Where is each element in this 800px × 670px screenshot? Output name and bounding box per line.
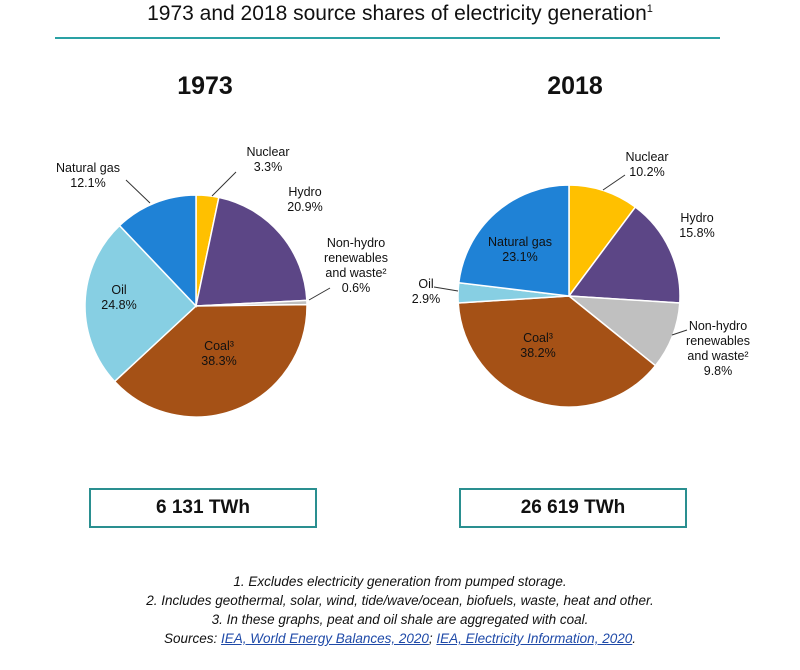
slice-name-non-hydro-renewables-and-waste-2018: renewables	[686, 334, 750, 348]
sources-line: Sources: IEA, World Energy Balances, 202…	[0, 629, 800, 648]
slice-name-coal-2018: Coal³	[523, 331, 553, 345]
slice-name-non-hydro-renewables-and-waste-2018: and waste²	[687, 349, 748, 363]
sources-separator: ;	[428, 631, 437, 646]
data-label-nuclear-1973: 3.3%	[254, 160, 283, 174]
data-label-oil-1973: 24.8%	[101, 298, 136, 312]
sources-prefix: Sources:	[163, 631, 222, 646]
title-footnote-mark: 1	[646, 3, 653, 15]
slice-coal-1973	[113, 303, 308, 418]
total-2018-box: 26 619 TWh	[459, 488, 687, 528]
slice-hydro-1973	[195, 196, 308, 307]
page-title: 1973 and 2018 source shares of electrici…	[0, 2, 800, 26]
pie-2018-title: 2018	[547, 72, 603, 100]
pie-1973-title: 1973	[177, 72, 233, 100]
leader-line-non-hydro-renewables-and-waste-1973	[308, 287, 331, 301]
title-underline	[55, 37, 720, 39]
source-link-world-energy-balances[interactable]: IEA, World Energy Balances, 2020	[221, 631, 429, 646]
slice-name-natural-gas-1973: Natural gas	[56, 161, 120, 175]
slice-oil-1973	[84, 224, 198, 383]
slice-natural-gas-2018	[457, 184, 570, 297]
slice-name-non-hydro-renewables-and-waste-2018: Non-hydro	[689, 319, 747, 333]
data-label-coal-2018: 38.2%	[520, 346, 555, 360]
footnotes: 1. Excludes electricity generation from …	[0, 572, 800, 648]
data-label-coal-1973: 38.3%	[201, 354, 236, 368]
data-label-nuclear-2018: 10.2%	[629, 165, 664, 179]
slice-nuclear-2018	[568, 184, 637, 299]
title-text: 1973 and 2018 source shares of electrici…	[147, 2, 647, 25]
slice-name-hydro-1973: Hydro	[288, 185, 321, 199]
footnote-3: 3. In these graphs, peat and oil shale a…	[211, 612, 589, 627]
data-label-natural-gas-1973: 12.1%	[70, 176, 105, 190]
leader-line-natural-gas-1973	[125, 179, 151, 204]
footnote-2: 2. Includes geothermal, solar, wind, tid…	[146, 593, 654, 608]
slice-natural-gas-1973	[118, 194, 197, 308]
leader-line-nuclear-2018	[602, 174, 626, 191]
slice-name-nuclear-1973: Nuclear	[246, 145, 289, 159]
slice-coal-2018	[457, 295, 657, 408]
slice-name-natural-gas-2018: Natural gas	[488, 235, 552, 249]
data-label-hydro-1973: 20.9%	[287, 200, 322, 214]
sources-suffix: .	[632, 631, 636, 646]
slice-name-non-hydro-renewables-and-waste-1973: renewables	[324, 251, 388, 265]
total-1973-box: 6 131 TWh	[89, 488, 317, 528]
data-label-non-hydro-renewables-and-waste-1973: 0.6%	[342, 281, 371, 295]
slice-name-non-hydro-renewables-and-waste-1973: and waste²	[325, 266, 386, 280]
footnote-1: 1. Excludes electricity generation from …	[233, 574, 567, 589]
data-label-natural-gas-2018: 23.1%	[502, 250, 537, 264]
source-link-electricity-information[interactable]: IEA, Electricity Information, 2020	[436, 631, 633, 646]
leader-line-nuclear-1973	[211, 171, 237, 197]
slice-name-hydro-2018: Hydro	[680, 211, 713, 225]
leader-line-oil-2018	[433, 286, 459, 292]
leader-line-non-hydro-renewables-and-waste-2018	[671, 329, 688, 336]
slice-name-nuclear-2018: Nuclear	[625, 150, 668, 164]
data-label-non-hydro-renewables-and-waste-2018: 9.8%	[704, 364, 733, 378]
data-label-hydro-2018: 15.8%	[679, 226, 714, 240]
slice-name-oil-2018: Oil	[418, 277, 433, 291]
slice-name-coal-1973: Coal³	[204, 339, 234, 353]
data-label-oil-2018: 2.9%	[412, 292, 441, 306]
slice-hydro-2018	[567, 205, 681, 304]
slice-name-non-hydro-renewables-and-waste-1973: Non-hydro	[327, 236, 385, 250]
slice-name-oil-1973: Oil	[111, 283, 126, 297]
